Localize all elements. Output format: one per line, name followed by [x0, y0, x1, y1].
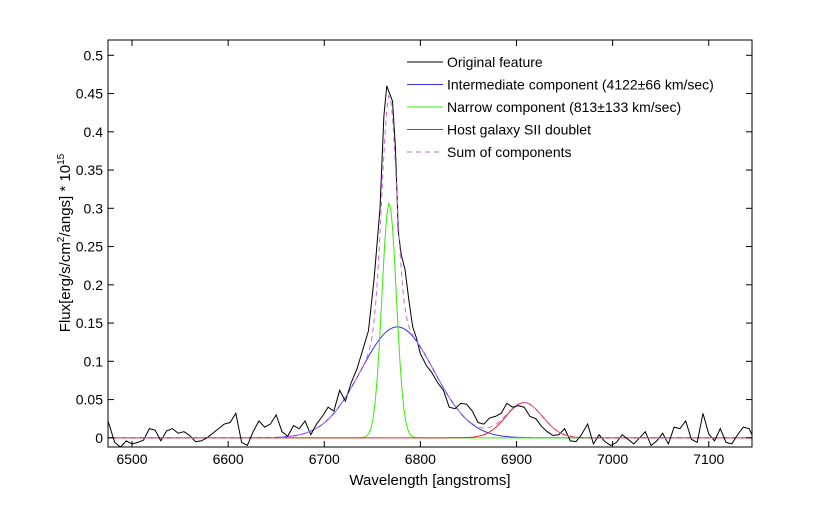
y-tick-label: 0.45: [76, 86, 103, 102]
y-tick-label: 0.15: [76, 315, 103, 331]
legend-label: Intermediate component (4122±66 km/sec): [447, 77, 714, 93]
y-tick-label: 0: [95, 430, 103, 446]
x-tick-label: 7100: [693, 451, 724, 467]
y-tick-label: 0.5: [84, 47, 104, 63]
x-tick-label: 6900: [501, 451, 532, 467]
y-tick-label: 0.1: [84, 353, 104, 369]
x-tick-label: 6500: [116, 451, 147, 467]
plot-area: [108, 40, 752, 447]
y-axis-label-sup1: 2: [56, 236, 67, 242]
x-tick-label: 6600: [213, 451, 244, 467]
legend-label: Narrow component (813±133 km/sec): [447, 99, 681, 115]
y-tick-label: 0.4: [84, 124, 104, 140]
x-axis-label: Wavelength [angstroms]: [349, 472, 510, 489]
y-tick-label: 0.35: [76, 162, 103, 178]
x-tick-label: 6800: [405, 451, 436, 467]
legend-label: Original feature: [447, 54, 543, 70]
y-tick-label: 0.3: [84, 200, 104, 216]
y-tick-label: 0.2: [84, 277, 104, 293]
plot-frame: [107, 39, 753, 448]
y-axis-label-sup2: 15: [56, 153, 67, 165]
y-tick-label: 0.25: [76, 239, 103, 255]
series-line-0: [108, 85, 752, 447]
legend: Original feature Intermediate component (…: [407, 54, 714, 160]
series-layer: [108, 85, 752, 447]
x-tick-label: 7000: [597, 451, 628, 467]
x-tick-label: 6700: [309, 451, 340, 467]
y-axis-label-main: Flux[erg/s/cm: [57, 242, 74, 332]
legend-label: Sum of components: [447, 144, 572, 160]
y-axis-label-mid: /angs] * 10: [57, 165, 74, 237]
ticks-layer: 6500 6600 6700 6800 6900 7000 7100 0 0.05 0.1 0.15…: [76, 40, 752, 467]
y-tick-label: 0.05: [76, 392, 103, 408]
series-line-3: [108, 402, 752, 439]
legend-label: Host galaxy SII doublet: [447, 122, 591, 138]
y-axis-label: Flux[erg/s/cm2/angs] * 1015: [56, 153, 74, 332]
